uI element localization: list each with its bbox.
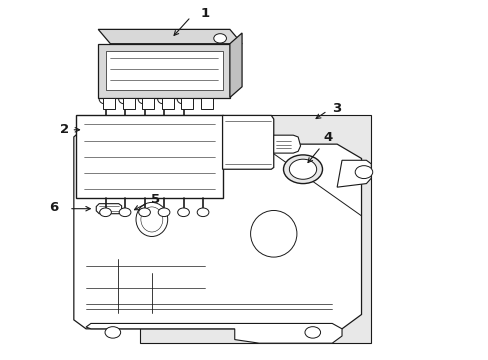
Text: 4: 4	[307, 131, 332, 163]
Circle shape	[305, 327, 320, 338]
Polygon shape	[96, 204, 122, 214]
Circle shape	[114, 165, 136, 181]
Polygon shape	[98, 30, 242, 44]
Text: 5: 5	[134, 193, 160, 210]
Ellipse shape	[141, 207, 163, 232]
FancyBboxPatch shape	[122, 98, 135, 109]
Polygon shape	[140, 116, 370, 343]
Text: 6: 6	[49, 202, 58, 215]
Polygon shape	[273, 135, 300, 153]
Ellipse shape	[136, 202, 167, 237]
Circle shape	[289, 159, 316, 179]
Circle shape	[99, 95, 112, 104]
Polygon shape	[98, 44, 229, 98]
Circle shape	[213, 34, 226, 43]
Ellipse shape	[250, 211, 296, 257]
Circle shape	[139, 208, 150, 217]
FancyBboxPatch shape	[103, 98, 115, 109]
Circle shape	[105, 327, 121, 338]
Polygon shape	[86, 323, 341, 343]
Circle shape	[158, 208, 169, 217]
Circle shape	[354, 166, 372, 179]
Polygon shape	[105, 51, 222, 90]
Text: 1: 1	[201, 7, 210, 20]
Circle shape	[119, 95, 131, 104]
Polygon shape	[76, 116, 222, 198]
Polygon shape	[74, 126, 361, 329]
Polygon shape	[336, 160, 370, 187]
Circle shape	[197, 208, 208, 217]
Circle shape	[158, 95, 170, 104]
Text: 2: 2	[60, 123, 80, 136]
FancyBboxPatch shape	[181, 98, 193, 109]
FancyBboxPatch shape	[161, 98, 173, 109]
Polygon shape	[229, 33, 242, 98]
FancyBboxPatch shape	[200, 98, 212, 109]
Text: 3: 3	[332, 102, 341, 115]
Circle shape	[138, 95, 151, 104]
Circle shape	[120, 169, 130, 176]
FancyBboxPatch shape	[142, 98, 154, 109]
Circle shape	[177, 208, 189, 217]
Circle shape	[100, 208, 111, 217]
Circle shape	[177, 95, 189, 104]
Circle shape	[283, 155, 322, 184]
Polygon shape	[222, 116, 273, 169]
Circle shape	[119, 208, 131, 217]
